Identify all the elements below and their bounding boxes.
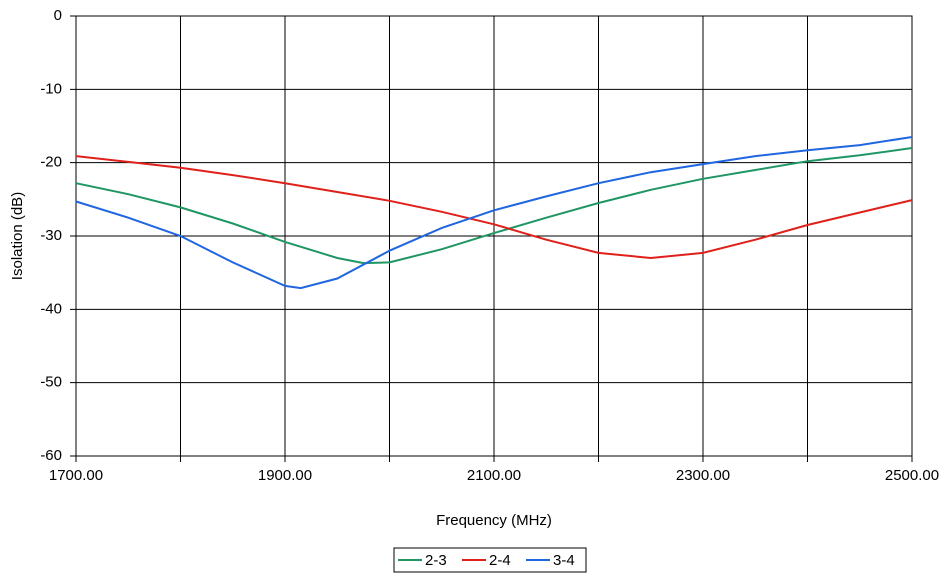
x-tick-label: 2300.00 [676, 467, 730, 484]
series-line [75, 155, 913, 260]
x-tick-label: 1700.00 [49, 467, 103, 484]
legend-label: 2-3 [425, 552, 447, 569]
x-tick-label: 2100.00 [467, 467, 521, 484]
x-tick-label: 1900.00 [258, 467, 312, 484]
plot-frame [75, 15, 913, 457]
y-tick-label: 0 [54, 7, 62, 24]
y-axis-title: Isolation (dB) [9, 192, 26, 280]
series-line [75, 147, 913, 265]
series-line [75, 136, 913, 290]
x-axis-title: Frequency (MHz) [436, 512, 552, 529]
y-tick-label: -10 [40, 80, 62, 97]
y-tick-label: -40 [40, 300, 62, 317]
x-tick-label: 2500.00 [885, 467, 939, 484]
legend-box [393, 547, 587, 573]
y-tick-label: -50 [40, 374, 62, 391]
y-tick-label: -20 [40, 154, 62, 171]
legend-label: 2-4 [489, 552, 511, 569]
legend-label: 3-4 [553, 552, 575, 569]
y-tick-label: -30 [40, 227, 62, 244]
y-tick-label: -60 [40, 447, 62, 464]
